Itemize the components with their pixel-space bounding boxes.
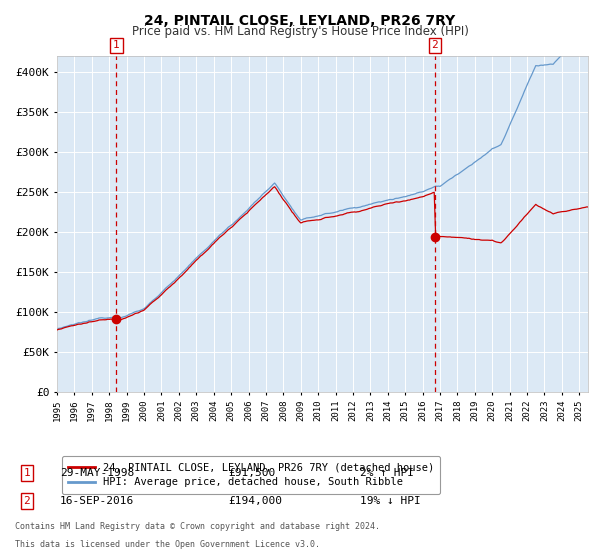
Text: £91,500: £91,500 — [228, 468, 275, 478]
Text: £194,000: £194,000 — [228, 496, 282, 506]
Text: 24, PINTAIL CLOSE, LEYLAND, PR26 7RY: 24, PINTAIL CLOSE, LEYLAND, PR26 7RY — [145, 14, 455, 28]
Text: 2% ↑ HPI: 2% ↑ HPI — [360, 468, 414, 478]
Text: Contains HM Land Registry data © Crown copyright and database right 2024.: Contains HM Land Registry data © Crown c… — [15, 522, 380, 531]
Text: 1: 1 — [113, 40, 120, 50]
Text: 29-MAY-1998: 29-MAY-1998 — [60, 468, 134, 478]
Text: 16-SEP-2016: 16-SEP-2016 — [60, 496, 134, 506]
Text: 1: 1 — [23, 468, 31, 478]
Text: Price paid vs. HM Land Registry's House Price Index (HPI): Price paid vs. HM Land Registry's House … — [131, 25, 469, 38]
Text: 2: 2 — [23, 496, 31, 506]
Text: This data is licensed under the Open Government Licence v3.0.: This data is licensed under the Open Gov… — [15, 540, 320, 549]
Text: 2: 2 — [431, 40, 439, 50]
Text: 19% ↓ HPI: 19% ↓ HPI — [360, 496, 421, 506]
Legend: 24, PINTAIL CLOSE, LEYLAND, PR26 7RY (detached house), HPI: Average price, detac: 24, PINTAIL CLOSE, LEYLAND, PR26 7RY (de… — [62, 456, 440, 494]
